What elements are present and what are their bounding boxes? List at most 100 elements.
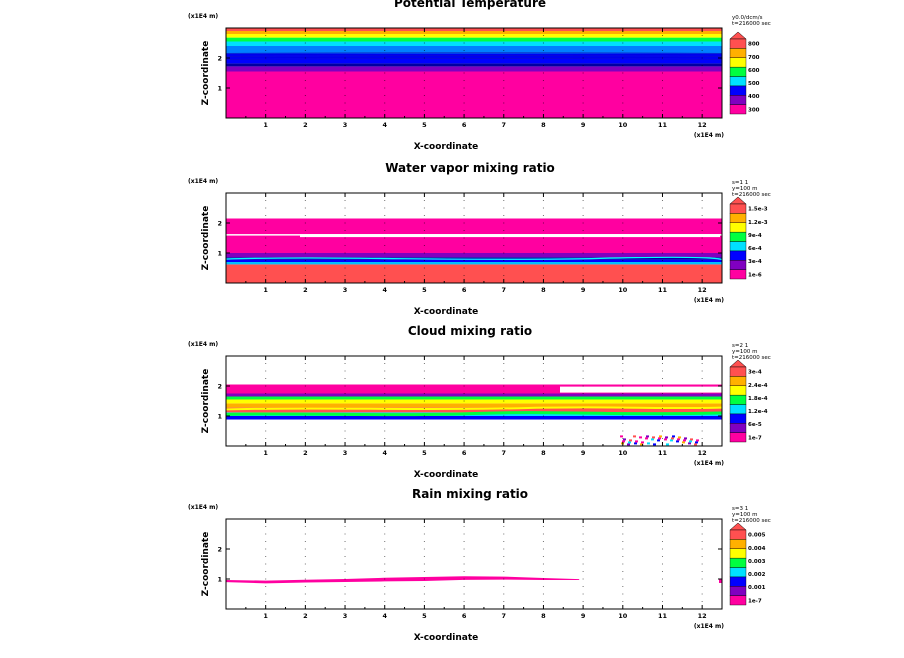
grid-dot [503,533,505,535]
grid-dot [384,548,386,550]
cloud-speck [696,439,699,442]
cloud-speck [640,443,643,446]
grid-dot [582,541,584,542]
grid-dot [265,415,267,417]
grid-dot [463,35,465,36]
grid-dot [661,393,663,394]
cloud-speck [683,439,686,442]
grid-dot [265,222,267,224]
grid-dot [384,65,386,66]
grid-dot [622,237,624,239]
contour-band [226,416,722,420]
grid-dot [582,385,584,387]
grid-dot [622,110,624,111]
grid-dot [304,267,306,269]
x-tick-label: 4 [382,121,387,129]
grid-dot [622,571,624,572]
colorbar-label: 3e-4 [748,370,762,376]
grid-dot [582,87,584,89]
cloud-speck [676,440,679,443]
grid-dot [622,222,624,224]
grid-dot [582,230,584,231]
grid-dot [661,571,663,572]
cloud-speck [695,441,698,444]
colorbar-label: 1e-7 [748,598,762,604]
colorbar-label: 2.4e-4 [748,383,768,389]
grid-dot [622,430,624,432]
x-tick-label: 7 [501,286,506,294]
grid-dot [542,200,544,201]
grid-dot [265,200,267,201]
grid-dot [503,275,505,276]
grid-dot [304,601,306,602]
x-tick-label: 7 [501,121,506,129]
colorbar-cap [729,522,747,531]
grid-dot [304,415,306,417]
cloud-speck [658,437,661,440]
grid-dot [701,222,703,224]
grid-dot [304,438,306,439]
contour-band [226,399,722,404]
grid-dot [701,578,703,580]
grid-dot [661,237,663,239]
colorbar-swatch [729,213,747,223]
grid-dot [622,252,624,254]
grid-dot [384,363,386,364]
grid-dot [463,548,465,550]
grid-dot [463,72,465,74]
grid-dot [701,245,703,246]
contour-line [226,56,722,59]
grid-dot [384,378,386,379]
grid-dot [384,102,386,104]
grid-dot [542,207,544,209]
grid-dot [384,593,386,595]
grid-dot [384,215,386,216]
grid-dot [661,578,663,580]
grid-dot [622,95,624,96]
grid-dot [661,50,663,51]
grid-dot [661,215,663,216]
x-tick-label: 3 [343,449,348,457]
y-tick-label: 1 [217,413,222,421]
grid-dot [463,215,465,216]
grid-dot [265,586,267,587]
grid-dot [463,80,465,81]
grid-dot [661,378,663,379]
grid-dot [384,408,386,409]
grid-dot [265,245,267,246]
grid-dot [423,80,425,81]
x-tick-label: 12 [698,612,707,620]
grid-dot [701,526,703,527]
cloud-speck [635,440,638,443]
grid-dot [622,586,624,587]
grid-dot [542,601,544,602]
grid-dot [503,95,505,96]
grid-dot [384,252,386,254]
grid-dot [622,400,624,402]
info-text: t=216000 sec [732,21,771,27]
grid-dot [384,526,386,527]
grid-dot [582,408,584,409]
contour-band [226,259,722,262]
grid-dot [542,541,544,542]
grid-dot [701,95,703,96]
grid-dot [622,72,624,74]
x-tick-label: 12 [698,449,707,457]
colorbar-swatch [729,222,747,233]
grid-dot [661,400,663,402]
colorbar-swatch [729,539,747,549]
grid-dot [622,87,624,89]
grid-dot [265,237,267,239]
grid-dot [384,72,386,74]
grid-dot [582,378,584,379]
grid-dot [622,378,624,379]
panel-title: Potential Temperature [394,0,546,10]
grid-dot [622,102,624,104]
grid-dot [503,72,505,74]
grid-dot [503,245,505,246]
contour-band [226,384,722,394]
colorbar-swatch [729,250,747,261]
panel-1: Potential Temperature(x1E4 m)1 2 3 4 5 6 7 8 9 10… [188,0,771,152]
grid-dot [344,385,346,387]
grid-dot [265,423,267,424]
